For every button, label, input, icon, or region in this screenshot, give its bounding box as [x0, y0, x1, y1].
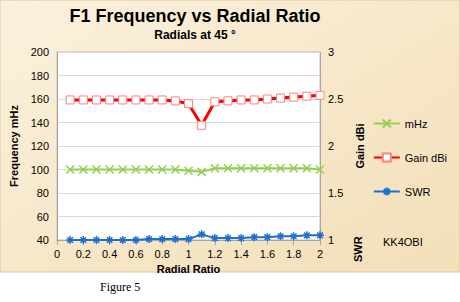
- svg-text:1: 1: [328, 234, 334, 246]
- svg-text:100: 100: [31, 164, 49, 176]
- svg-text:1.4: 1.4: [233, 248, 248, 260]
- svg-text:2: 2: [328, 140, 334, 152]
- svg-text:60: 60: [37, 211, 49, 223]
- svg-text:0.2: 0.2: [76, 248, 91, 260]
- svg-text:F1 Frequency vs Radial Ratio: F1 Frequency vs Radial Ratio: [69, 6, 320, 26]
- svg-text:1.8: 1.8: [286, 248, 301, 260]
- svg-text:180: 180: [31, 70, 49, 82]
- svg-text:Radial Ratio: Radial Ratio: [157, 263, 221, 275]
- svg-text:160: 160: [31, 93, 49, 105]
- svg-text:1.6: 1.6: [260, 248, 275, 260]
- svg-text:80: 80: [37, 187, 49, 199]
- svg-text:120: 120: [31, 140, 49, 152]
- svg-text:0.8: 0.8: [155, 248, 170, 260]
- svg-text:140: 140: [31, 117, 49, 129]
- svg-text:Frequency mHz: Frequency mHz: [8, 105, 20, 187]
- svg-text:SWR: SWR: [352, 236, 364, 262]
- svg-text:0.4: 0.4: [102, 248, 117, 260]
- svg-text:200: 200: [31, 46, 49, 58]
- svg-text:2: 2: [317, 248, 323, 260]
- svg-text:Radials at 45 °: Radials at 45 °: [154, 28, 236, 42]
- svg-text:2.5: 2.5: [328, 93, 343, 105]
- svg-text:0.6: 0.6: [128, 248, 143, 260]
- svg-text:1.2: 1.2: [207, 248, 222, 260]
- svg-text:KK4OBI: KK4OBI: [383, 236, 423, 248]
- svg-text:40: 40: [37, 234, 49, 246]
- svg-text:SWR: SWR: [405, 186, 431, 198]
- svg-text:3: 3: [328, 46, 334, 58]
- svg-text:Gain dBi: Gain dBi: [354, 123, 366, 168]
- svg-text:1: 1: [185, 248, 191, 260]
- svg-text:Figure 5: Figure 5: [100, 280, 140, 294]
- svg-text:mHz: mHz: [405, 118, 428, 130]
- svg-text:0: 0: [54, 248, 60, 260]
- svg-text:Gain dBi: Gain dBi: [405, 152, 447, 164]
- svg-text:1.5: 1.5: [328, 187, 343, 199]
